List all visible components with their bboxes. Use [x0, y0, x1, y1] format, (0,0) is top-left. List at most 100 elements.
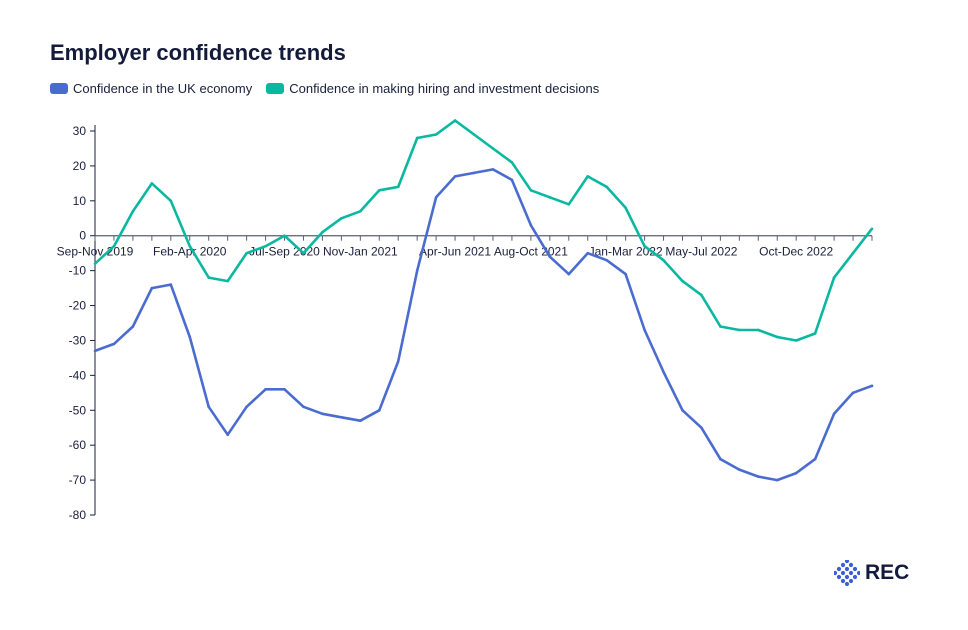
- legend-swatch-uk-economy: [50, 83, 68, 94]
- data-point: [150, 286, 154, 290]
- data-point: [662, 370, 665, 374]
- x-tick-label: Nov-Jan 2021: [323, 245, 398, 259]
- legend-item-uk-economy[interactable]: Confidence in the UK economy: [50, 81, 252, 96]
- data-point: [794, 471, 798, 475]
- x-tick-label: Jan-Mar 2022: [589, 245, 663, 259]
- data-point: [586, 251, 590, 255]
- data-point: [472, 133, 476, 136]
- x-tick-label: Apr-Jun 2021: [419, 245, 491, 259]
- y-tick-label: 10: [73, 194, 87, 208]
- y-tick-label: 0: [79, 229, 86, 243]
- logo-dot: [836, 566, 842, 572]
- series-line-uk-economy: [94, 168, 873, 482]
- data-point: [586, 175, 590, 178]
- data-point: [529, 189, 533, 192]
- y-tick-label: 30: [73, 124, 87, 138]
- data-point: [832, 412, 836, 416]
- data-point: [377, 189, 381, 192]
- data-point: [283, 388, 286, 391]
- logo-dot: [844, 574, 850, 580]
- data-point: [529, 223, 533, 227]
- data-point: [453, 175, 457, 178]
- logo-dot: [844, 566, 850, 572]
- data-point: [548, 255, 552, 258]
- rec-logo: REC: [834, 560, 909, 586]
- data-point: [207, 276, 211, 279]
- data-point: [605, 258, 608, 262]
- y-tick-label: -70: [69, 473, 87, 487]
- data-point: [662, 258, 665, 262]
- data-point: [131, 209, 135, 213]
- data-point: [434, 133, 438, 136]
- logo-dot: [840, 570, 846, 576]
- x-tick-label: Jul-Sep 2020: [249, 245, 320, 259]
- data-point: [510, 178, 514, 182]
- data-point: [169, 283, 173, 286]
- logo-dot: [848, 578, 854, 584]
- data-point: [719, 325, 722, 328]
- data-point: [756, 475, 760, 478]
- data-point: [813, 457, 817, 461]
- chart-title: Employer confidence trends: [50, 40, 346, 65]
- legend-label: Confidence in making hiring and investme…: [289, 81, 600, 96]
- data-point: [624, 206, 627, 210]
- data-point: [870, 227, 874, 231]
- rec-logo-mark-icon: [834, 560, 860, 586]
- data-point: [643, 328, 646, 332]
- data-point: [150, 182, 154, 185]
- data-point: [321, 230, 324, 234]
- x-tick-label: Sep-Nov 2019: [57, 245, 134, 259]
- data-point: [472, 171, 476, 175]
- legend: Confidence in the UK economy Confidence …: [50, 81, 613, 96]
- rec-logo-text: REC: [865, 561, 910, 584]
- data-point: [131, 325, 135, 328]
- data-point: [738, 468, 741, 471]
- legend-item-hiring-investment[interactable]: Confidence in making hiring and investme…: [266, 81, 599, 96]
- x-tick-label: Feb-Apr 2020: [153, 245, 227, 259]
- data-point: [681, 279, 684, 283]
- data-point: [226, 279, 229, 283]
- data-point: [188, 244, 192, 248]
- data-point: [302, 251, 305, 255]
- data-point: [738, 328, 741, 332]
- y-tick-label: -40: [69, 368, 87, 382]
- data-point: [321, 412, 324, 416]
- data-point: [264, 388, 267, 391]
- data-point: [359, 419, 362, 423]
- data-point: [567, 272, 571, 276]
- data-point: [719, 457, 722, 461]
- data-point: [434, 196, 438, 199]
- logo-dot: [840, 562, 846, 568]
- data-point: [870, 384, 874, 388]
- logo-dot: [834, 570, 838, 576]
- data-point: [510, 161, 514, 164]
- legend-swatch-hiring-investment: [266, 83, 285, 94]
- logo-dot: [852, 566, 858, 572]
- x-tick-label: Aug-Oct 2021: [494, 245, 568, 259]
- data-point: [567, 203, 571, 206]
- logo-dot: [836, 574, 842, 580]
- logo-dot: [848, 570, 854, 576]
- data-point: [359, 209, 362, 213]
- data-point: [377, 408, 381, 412]
- y-tick-label: -10: [69, 264, 87, 278]
- data-point: [226, 433, 229, 437]
- data-point: [775, 335, 779, 339]
- data-point: [832, 276, 836, 279]
- data-point: [93, 262, 97, 265]
- data-point: [813, 332, 817, 335]
- data-point: [264, 244, 267, 248]
- y-tick-label: 20: [73, 159, 87, 173]
- data-point: [624, 272, 627, 276]
- data-point: [112, 342, 116, 346]
- data-point: [415, 136, 419, 140]
- data-point: [169, 199, 173, 203]
- data-point: [605, 185, 608, 189]
- data-point: [415, 269, 419, 272]
- data-point: [851, 391, 855, 395]
- data-point: [491, 168, 495, 171]
- data-point: [302, 405, 305, 409]
- data-point: [245, 405, 248, 409]
- y-tick-label: -30: [69, 333, 87, 347]
